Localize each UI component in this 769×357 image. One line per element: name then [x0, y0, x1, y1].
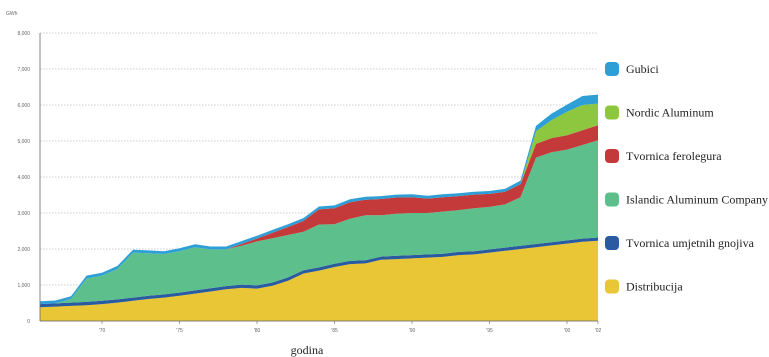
y-tick-label: 2,000 — [17, 247, 30, 253]
axes — [39, 33, 598, 322]
y-tick-label: 6,000 — [17, 103, 30, 109]
y-tick-label: 8,000 — [17, 31, 30, 37]
y-tick-label: 4,000 — [17, 175, 30, 181]
y-tick-labels: 0 1,000 2,000 3,000 4,000 5,000 6,000 7,000 8,00… — [17, 31, 30, 325]
x-tick-label: '95 — [486, 328, 493, 334]
legend-label-distribucija: Distribucija — [626, 280, 683, 294]
x-tick-label: '85 — [331, 328, 338, 334]
area-distribucija — [40, 240, 598, 321]
legend-swatch-nordic-aluminum — [605, 105, 619, 120]
x-tick-label: '70 — [99, 328, 106, 334]
legend-label-gubici: Gubici — [626, 62, 659, 76]
legend-swatch-distribucija — [605, 279, 619, 294]
legend-label-islandic-aluminum-company: Islandic Aluminum Company — [626, 193, 768, 207]
x-tick-label: '02 — [595, 328, 602, 334]
y-tick-label: 0 — [27, 319, 30, 325]
x-tick-label: '80 — [254, 328, 261, 334]
legend-swatch-islandic-aluminum-company — [605, 192, 619, 207]
y-tick-label: 5,000 — [17, 139, 30, 145]
legend-swatch-tvornica-umjetnih-gnojiva — [605, 236, 619, 250]
area-tvornica-umjetnih-gnojiva — [40, 237, 598, 308]
legend-label-tvornica-ferolegura: Tvornica ferolegura — [626, 149, 722, 163]
area-islandic-aluminum-company — [40, 140, 598, 305]
legend-swatch-gubici — [605, 62, 619, 76]
y-tick-label: 1,000 — [17, 283, 30, 289]
x-tick-labels: '70 '75 '80 '85 '90 '95 '00 '02 — [99, 321, 602, 334]
y-unit-label: GWh — [6, 11, 18, 17]
y-tick-label: 7,000 — [17, 67, 30, 73]
x-tick-label: '75 — [176, 328, 183, 334]
y-tick-label: 3,000 — [17, 211, 30, 217]
area-series-layer — [40, 94, 598, 321]
legend-label-tvornica-umjetnih-gnojiva: Tvornica umjetnih gnojiva — [626, 236, 755, 250]
x-tick-label: '90 — [409, 328, 416, 334]
area-tvornica-ferolegura — [40, 125, 598, 305]
legend: Gubici Nordic Aluminum Tvornica ferolegura… — [605, 62, 768, 294]
x-tick-label: '00 — [564, 328, 571, 334]
legend-label-nordic-aluminum: Nordic Aluminum — [626, 106, 714, 120]
legend-swatch-tvornica-ferolegura — [605, 149, 619, 163]
x-axis-label: godina — [291, 343, 324, 357]
